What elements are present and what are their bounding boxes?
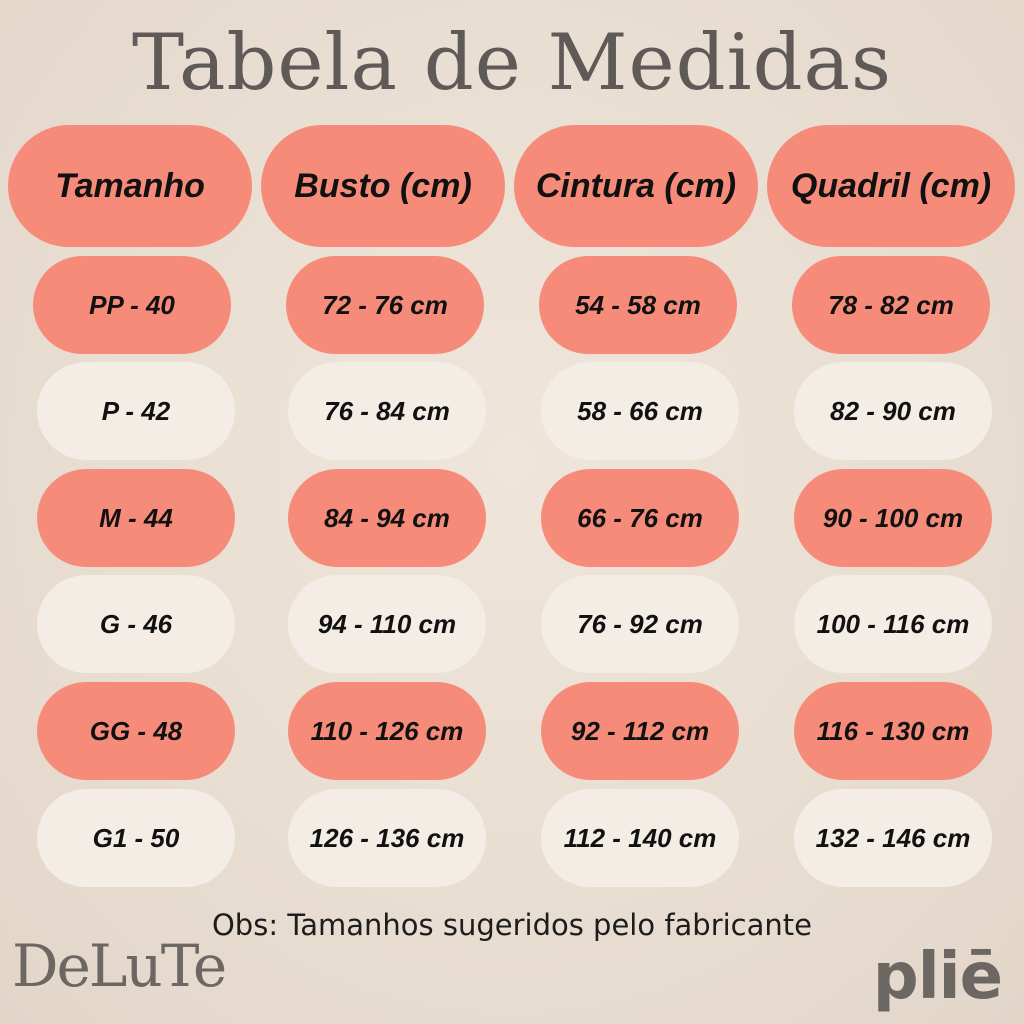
header-busto: Busto (cm)	[261, 125, 505, 247]
table-cell: 90 - 100 cm	[794, 469, 992, 567]
page-title: Tabela de Medidas	[131, 18, 893, 108]
table-cell: 78 - 82 cm	[792, 256, 990, 354]
table-cell: GG - 48	[37, 682, 235, 780]
table-cell: 76 - 92 cm	[541, 575, 739, 673]
footnote: Obs: Tamanhos sugeridos pelo fabricante	[211, 908, 812, 942]
delute-logo: DeLuTe	[12, 932, 227, 1000]
table-cell: 110 - 126 cm	[288, 682, 486, 780]
table-cell: P - 42	[37, 362, 235, 460]
header-quadril: Quadril (cm)	[767, 125, 1015, 247]
table-cell: 100 - 116 cm	[794, 575, 992, 673]
plie-logo: pliē	[872, 940, 1003, 1014]
table-cell: 66 - 76 cm	[541, 469, 739, 567]
table-cell: 58 - 66 cm	[541, 362, 739, 460]
table-cell: 94 - 110 cm	[288, 575, 486, 673]
table-cell: G - 46	[37, 575, 235, 673]
table-cell: 92 - 112 cm	[541, 682, 739, 780]
table-cell: 84 - 94 cm	[288, 469, 486, 567]
table-cell: PP - 40	[33, 256, 231, 354]
header-tamanho: Tamanho	[8, 125, 252, 247]
table-cell: 116 - 130 cm	[794, 682, 992, 780]
table-cell: 132 - 146 cm	[794, 789, 992, 887]
table-cell: G1 - 50	[37, 789, 235, 887]
table-cell: 126 - 136 cm	[288, 789, 486, 887]
table-cell: M - 44	[37, 469, 235, 567]
table-cell: 76 - 84 cm	[288, 362, 486, 460]
table-cell: 54 - 58 cm	[539, 256, 737, 354]
table-cell: 82 - 90 cm	[794, 362, 992, 460]
table-cell: 112 - 140 cm	[541, 789, 739, 887]
table-cell: 72 - 76 cm	[286, 256, 484, 354]
header-cintura: Cintura (cm)	[514, 125, 758, 247]
